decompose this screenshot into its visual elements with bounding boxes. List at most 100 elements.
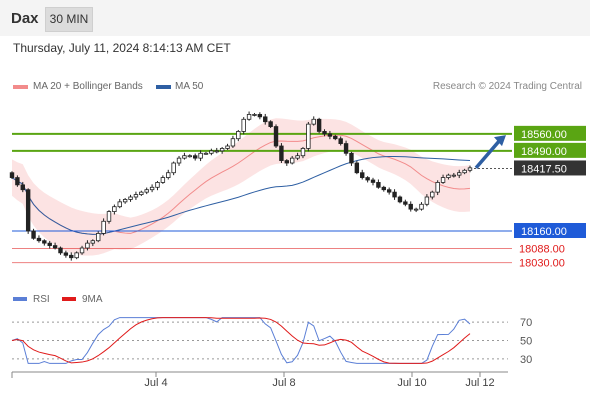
candle-body	[122, 199, 128, 203]
ma50-legend-swatch	[156, 85, 171, 89]
candle-body	[365, 177, 370, 181]
candle-body	[403, 201, 408, 205]
candle-body	[106, 211, 112, 222]
price-level-label: 18417.50	[521, 163, 567, 175]
candle-body	[139, 191, 144, 195]
x-axis-tick-label: Jul 12	[465, 377, 494, 389]
candle-body	[430, 191, 435, 198]
candle-body	[343, 143, 349, 154]
candle-body	[187, 155, 193, 158]
candle-body	[128, 196, 133, 200]
price-level-label: 18560.00	[521, 129, 567, 141]
candle-body	[295, 155, 300, 159]
candle-body	[133, 194, 139, 198]
rsi-legend-label: RSI	[33, 294, 50, 305]
candle-body	[219, 148, 225, 152]
candle-body	[155, 182, 160, 188]
resistance-tag-0	[514, 125, 586, 141]
rsi-ma-line	[11, 317, 471, 364]
candle-body	[289, 157, 295, 164]
candle-body	[457, 172, 462, 176]
ma20-legend-swatch	[13, 85, 28, 89]
candle-body	[446, 174, 451, 178]
x-axis-tick-label: Jul 10	[397, 377, 426, 389]
candle-body	[230, 138, 236, 147]
candle-body	[370, 179, 376, 183]
ma9-legend-swatch	[62, 297, 76, 301]
rsi-tick-label: 50	[520, 336, 532, 348]
candle-body	[322, 131, 327, 135]
candle-body	[268, 121, 273, 127]
trend-arrow-head	[494, 135, 506, 147]
candle-body	[376, 182, 381, 188]
candle-body	[246, 114, 252, 120]
price-level-label: 18088.00	[519, 243, 565, 255]
candle-body	[192, 155, 198, 159]
candle-body	[392, 191, 397, 198]
candle-body	[419, 203, 424, 210]
candle-body	[176, 157, 182, 164]
candle-body	[354, 162, 360, 174]
price-level-label: 18490.00	[521, 146, 567, 158]
candle-body	[225, 145, 230, 149]
candle-body	[47, 242, 52, 246]
candle-body	[69, 254, 74, 259]
candle-body	[284, 160, 289, 164]
candle-body	[408, 203, 413, 210]
candle-body	[360, 172, 365, 178]
symbol-label: Dax	[11, 10, 39, 27]
candle-body	[90, 240, 96, 244]
research-credit: Research © 2024 Trading Central	[432, 81, 582, 92]
candle-body	[300, 148, 306, 157]
candle-body	[349, 152, 354, 164]
candle-body	[333, 135, 338, 140]
price-level-label: 18030.00	[519, 258, 565, 270]
candle-body	[144, 189, 149, 193]
candle-body	[117, 201, 122, 208]
last-price-tag	[514, 160, 586, 176]
candle-body	[25, 189, 31, 232]
ma50-line	[11, 155, 471, 235]
candle-body	[85, 242, 90, 249]
rsi-tick-label: 70	[520, 317, 532, 329]
candle-body	[440, 177, 446, 183]
resistance-tag-1	[514, 142, 586, 158]
candle-body	[241, 118, 246, 132]
candle-body	[338, 138, 343, 144]
candle-body	[214, 150, 219, 153]
candle-body	[96, 233, 101, 242]
candle-body	[236, 131, 241, 140]
candle-body	[467, 167, 473, 171]
candle-body	[79, 247, 85, 254]
rsi-line	[11, 317, 471, 364]
ma9-legend-label: 9MA	[82, 294, 103, 305]
candle-body	[257, 114, 263, 118]
trend-arrow	[474, 138, 502, 170]
candle-body	[112, 206, 117, 212]
candle-body	[263, 116, 268, 123]
candle-body	[182, 155, 187, 159]
candle-body	[397, 196, 403, 203]
timeframe-selector[interactable]: 30 MIN	[45, 7, 93, 32]
bollinger-band-area	[12, 118, 470, 256]
chart-header: Dax 30 MIN	[0, 0, 590, 36]
candle-body	[279, 145, 284, 161]
ma20-legend-label: MA 20 + Bollinger Bands	[33, 81, 143, 92]
candle-body	[74, 252, 79, 259]
rsi-tick-label: 30	[520, 354, 532, 366]
candle-body	[36, 237, 42, 242]
candle-body	[327, 133, 333, 137]
candle-body	[63, 252, 69, 256]
rsi-legend-swatch	[13, 297, 27, 301]
candle-body	[273, 126, 279, 147]
candle-body	[171, 162, 176, 174]
candle-body	[451, 174, 457, 177]
candle-body	[101, 220, 106, 234]
timestamp: Thursday, July 11, 2024 8:14:13 AM CET	[13, 41, 231, 55]
candle-body	[209, 150, 214, 154]
x-axis-tick-label: Jul 8	[272, 377, 295, 389]
candle-body	[306, 123, 311, 149]
price-level-label: 18160.00	[521, 226, 567, 238]
candle-body	[149, 186, 155, 191]
candle-body	[316, 118, 322, 132]
